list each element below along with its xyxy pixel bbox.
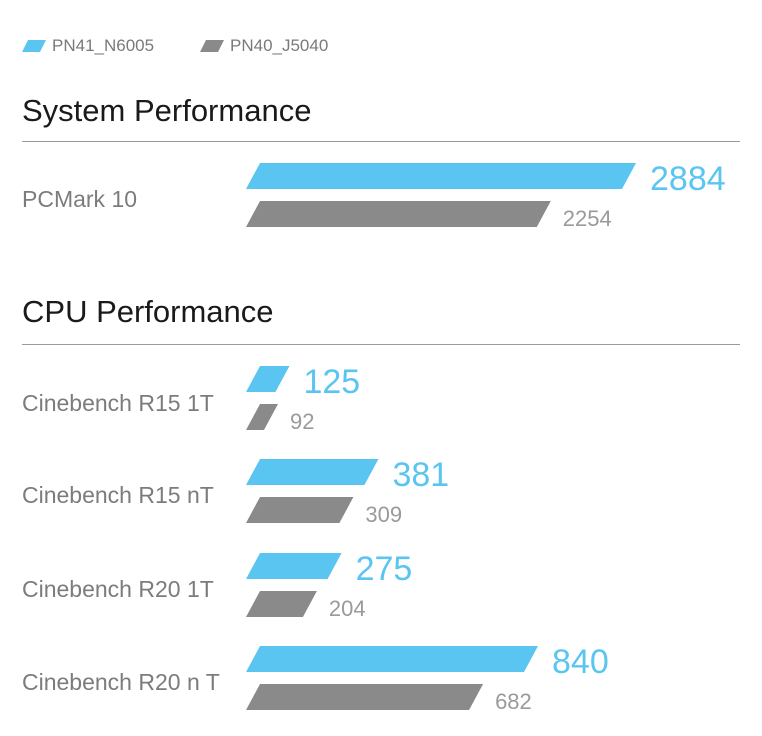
bar-pn41-cinebench-r20-n-t xyxy=(246,646,538,672)
value-label-pn40-pcmark-10: 2254 xyxy=(563,206,612,231)
legend-swatch-pn40 xyxy=(200,40,224,52)
legend-swatch-pn41 xyxy=(22,40,46,52)
value-label-pn40-cinebench-r20-1t: 204 xyxy=(329,596,366,621)
legend-label-pn41: PN41_N6005 xyxy=(52,36,155,55)
value-label-pn40-cinebench-r15-1t: 92 xyxy=(290,409,314,434)
bar-pn41-cinebench-r15-1t xyxy=(246,366,290,392)
bar-pn40-cinebench-r20-n-t xyxy=(246,684,484,710)
bar-pn40-cinebench-r15-1t xyxy=(246,404,278,430)
value-label-pn41-cinebench-r15-nt: 381 xyxy=(392,456,449,494)
category-label-pcmark10: PCMark 10 xyxy=(22,186,138,212)
value-label-pn41-cinebench-r20-n-t: 840 xyxy=(552,643,609,681)
section-title-cpu: CPU Performance xyxy=(22,294,274,329)
category-label-cinebench-r20-1t: Cinebench R20 1T xyxy=(22,576,214,602)
value-label-pn41-cinebench-r15-1t: 125 xyxy=(303,363,360,401)
bar-pn40-pcmark-10 xyxy=(246,201,551,227)
bar-pn40-cinebench-r15-nt xyxy=(246,497,354,523)
section-title-system: System Performance xyxy=(22,93,312,128)
legend-label-pn40: PN40_J5040 xyxy=(230,36,329,55)
bar-pn41-pcmark-10 xyxy=(246,163,636,189)
category-label-cinebench-r15-1t: Cinebench R15 1T xyxy=(22,390,214,416)
category-label-cinebench-r15-nt: Cinebench R15 nT xyxy=(22,482,214,508)
bar-pn41-cinebench-r20-1t xyxy=(246,553,342,579)
bar-pn40-cinebench-r20-1t xyxy=(246,591,317,617)
value-label-pn41-pcmark-10: 2884 xyxy=(650,160,726,198)
value-label-pn40-cinebench-r20-n-t: 682 xyxy=(495,689,532,714)
divider-system xyxy=(22,141,740,142)
category-label-cinebench-r20-nt: Cinebench R20 n T xyxy=(22,669,220,695)
value-label-pn41-cinebench-r20-1t: 275 xyxy=(356,550,413,588)
bar-pn41-cinebench-r15-nt xyxy=(246,459,379,485)
divider-cpu xyxy=(22,344,740,345)
value-label-pn40-cinebench-r15-nt: 309 xyxy=(365,502,402,527)
